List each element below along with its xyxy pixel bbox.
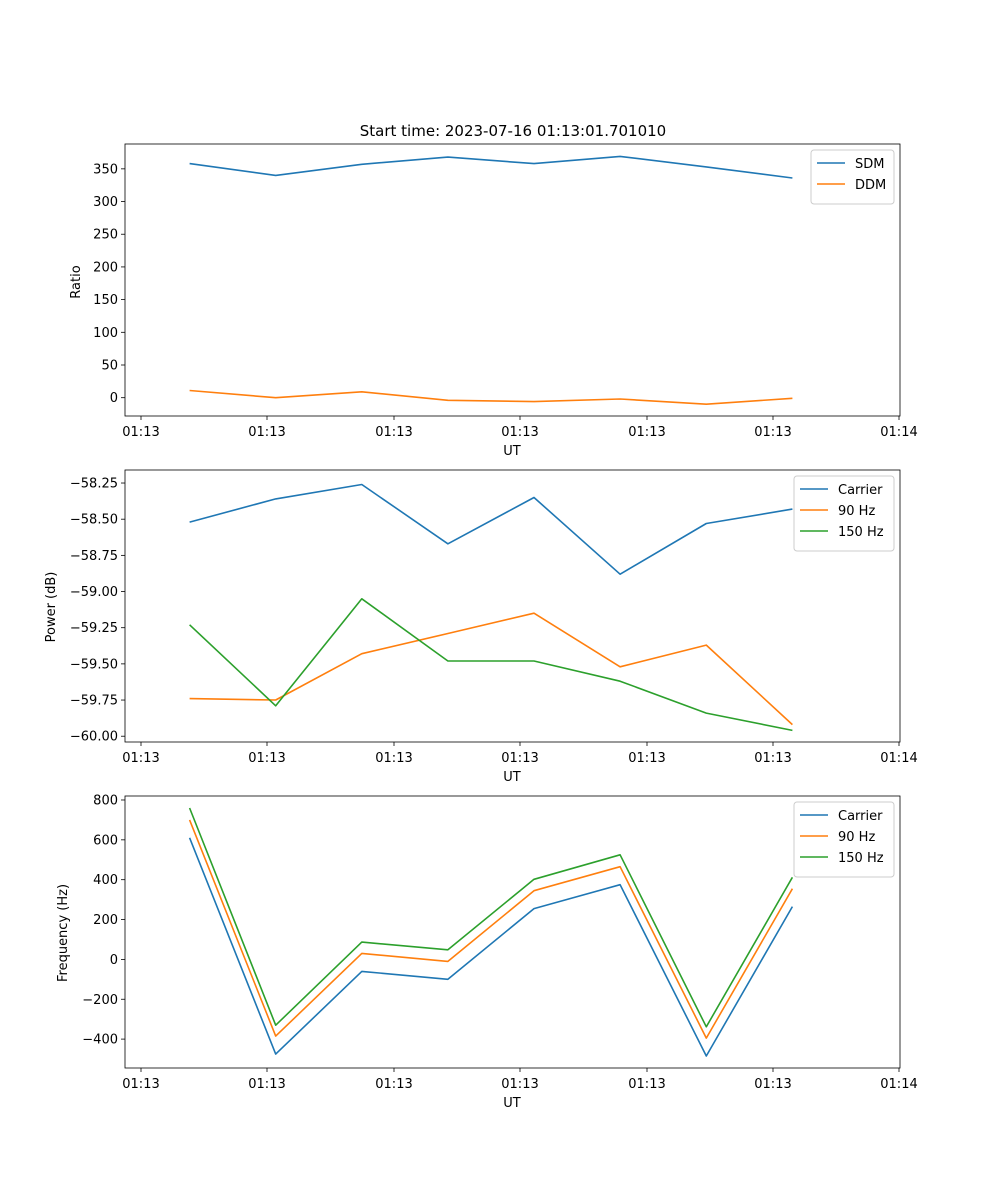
plot-frame [124,469,901,743]
y-tick-label: −60.00 [70,730,118,745]
legend: Carrier 90 Hz 150 Hz [793,801,895,878]
y-tick-label: −200 [82,993,118,1008]
x-tick-label: 01:13 [754,751,791,766]
legend-label: Carrier [838,483,883,498]
y-tick-label: −58.75 [70,549,118,564]
x-tick-label: 01:13 [375,425,412,440]
x-tick-label: 01:13 [501,1077,538,1092]
y-tick-label: −59.25 [70,621,118,636]
y-tick-label: −58.50 [70,513,118,528]
y-tick-label: −400 [82,1033,118,1048]
frequency-panel: Frequency (Hz) UT −400 −200 0 200 400 600 800 0… [56,793,918,1111]
y-tick-label: −59.75 [70,694,118,709]
x-tick-label: 01:13 [122,425,159,440]
x-tick-label: 01:14 [880,1077,917,1092]
legend-label: Carrier [838,809,883,824]
y-tick-label: 100 [93,326,118,341]
x-tick-label: 01:13 [501,425,538,440]
y-tick-label: 0 [110,391,118,406]
legend: SDM DDM [810,149,895,205]
x-tick-label: 01:14 [880,751,917,766]
ratio-panel: Start time: 2023-07-16 01:13:01.701010 R… [69,122,918,459]
series-line-sdm [189,155,793,179]
legend-label: SDM [855,157,884,172]
legend-label: DDM [855,178,886,193]
legend-label: 90 Hz [838,504,875,519]
x-tick-label: 01:13 [628,1077,665,1092]
y-tick-label: 250 [93,228,118,243]
x-tick-label: 01:13 [628,751,665,766]
x-axis-label: UT [503,770,521,785]
y-tick-label: 50 [101,359,118,374]
y-tick-label: 600 [93,833,118,848]
x-tick-label: 01:13 [754,1077,791,1092]
y-tick-label: 200 [93,913,118,928]
y-tick-label: 150 [93,293,118,308]
y-tick-label: −58.25 [70,477,118,492]
legend-box [793,801,895,878]
legend-label: 90 Hz [838,830,875,845]
x-tick-label: 01:13 [122,751,159,766]
legend: Carrier 90 Hz 150 Hz [793,475,895,552]
legend-label: 150 Hz [838,525,884,540]
y-tick-label: 800 [93,793,118,808]
y-tick-label: 400 [93,873,118,888]
y-tick-label: 200 [93,260,118,275]
series-line-150-hz [189,597,793,732]
legend-box [793,475,895,552]
x-tick-label: 01:14 [880,425,917,440]
y-tick-label: 350 [93,162,118,177]
series-line-90-hz [189,612,793,726]
y-axis-label: Frequency (Hz) [56,884,71,982]
series-line-150-hz [188,807,794,1028]
x-tick-label: 01:13 [375,1077,412,1092]
chart-title: Start time: 2023-07-16 01:13:01.701010 [360,122,666,140]
x-tick-label: 01:13 [248,1077,285,1092]
series-line-carrier [188,837,794,1057]
legend-label: 150 Hz [838,851,884,866]
x-tick-label: 01:13 [122,1077,159,1092]
y-axis-label: Ratio [69,265,84,298]
series-line-ddm [189,389,793,406]
plot-frame [124,143,901,417]
y-tick-label: −59.50 [70,657,118,672]
power-panel: Power (dB) UT −60.00 −59.75 −59.50 −59.25 −5… [44,469,918,785]
x-tick-label: 01:13 [248,751,285,766]
series-line-90-hz [188,819,794,1039]
x-tick-label: 01:13 [628,425,665,440]
x-axis-label: UT [503,444,521,459]
y-tick-label: 0 [110,953,118,968]
x-tick-label: 01:13 [248,425,285,440]
series-line-carrier [189,483,793,576]
x-tick-label: 01:13 [501,751,538,766]
y-tick-label: −59.00 [70,585,118,600]
y-tick-label: 300 [93,195,118,210]
x-tick-label: 01:13 [754,425,791,440]
x-tick-label: 01:13 [375,751,412,766]
plot-frame [124,795,901,1069]
x-axis-label: UT [503,1096,521,1111]
y-axis-label: Power (dB) [44,572,59,643]
